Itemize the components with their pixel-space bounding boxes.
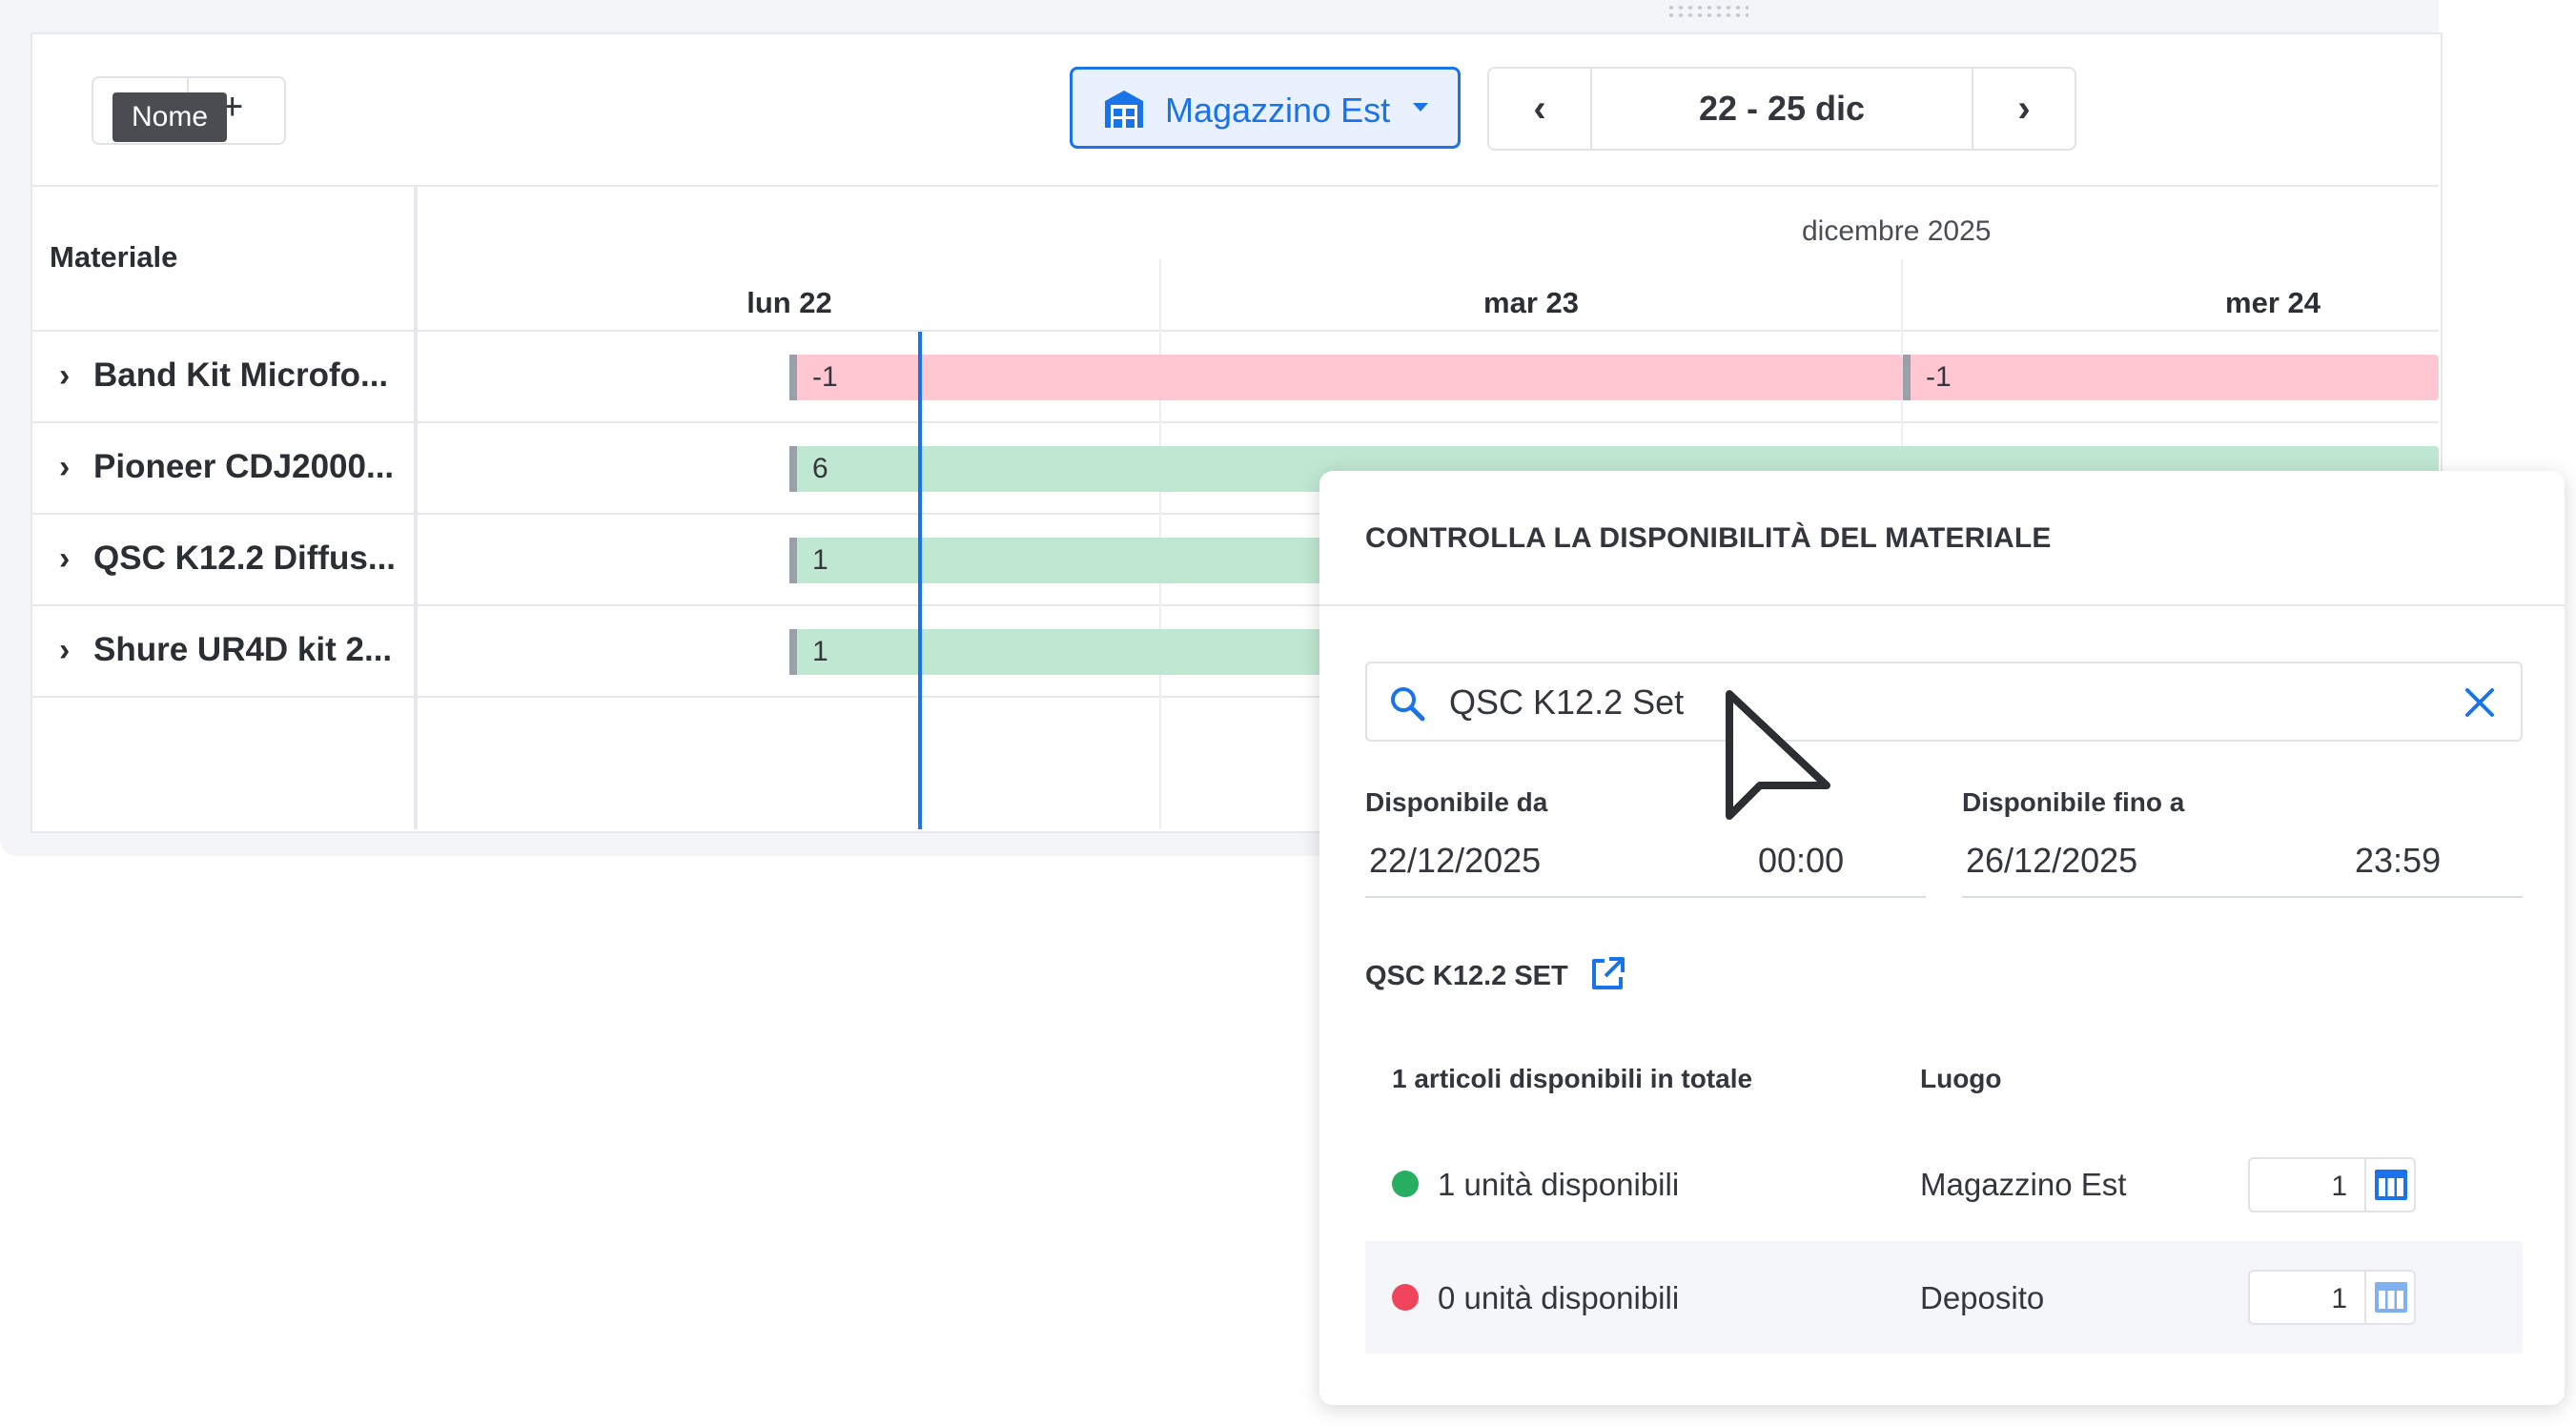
external-link-icon[interactable] — [1588, 955, 1626, 993]
search-input[interactable] — [1449, 679, 2402, 726]
availability-bar[interactable]: -1 — [789, 355, 1903, 400]
divider — [31, 185, 2439, 187]
quantity-value[interactable]: 1 — [2331, 1171, 2347, 1202]
mouse-cursor-icon — [1726, 690, 1830, 820]
divider — [31, 696, 1319, 698]
location-text: Deposito — [1920, 1280, 2045, 1315]
row-label: QSC K12.2 Diffus... — [93, 540, 397, 577]
row-qsc[interactable]: › QSC K12.2 Diffus... — [59, 540, 396, 578]
chevron-right-icon[interactable]: › — [59, 449, 71, 485]
location-select[interactable] — [1070, 67, 1461, 149]
search-icon — [1391, 687, 1425, 722]
availability-bar[interactable]: 1 — [789, 538, 1361, 583]
row-label: Band Kit Microfo... — [93, 356, 389, 394]
availability-text: 1 unità disponibili — [1438, 1167, 1680, 1202]
product-title: QSC K12.2 SET — [1365, 961, 1568, 991]
to-date-field[interactable]: 26/12/2025 — [1966, 841, 2138, 880]
from-label: Disponibile da — [1365, 787, 1548, 817]
divider — [2364, 1159, 2366, 1211]
from-date-field[interactable]: 22/12/2025 — [1369, 841, 1542, 880]
tooltip: Nome — [112, 92, 228, 142]
location-text: Magazzino Est — [1920, 1167, 2127, 1202]
divider — [31, 604, 1319, 606]
caret-down-icon — [1413, 103, 1428, 112]
row-shure[interactable]: › Shure UR4D kit 2... — [59, 631, 392, 669]
nav-divider — [1590, 69, 1592, 149]
today-marker — [918, 332, 922, 829]
location-label: Magazzino Est — [1165, 91, 1391, 130]
field-underline — [1365, 896, 1926, 898]
divider — [31, 330, 2439, 332]
table-view-icon[interactable] — [2374, 1281, 2408, 1314]
availability-text: 0 unità disponibili — [1438, 1280, 1680, 1315]
chevron-right-icon[interactable]: › — [59, 357, 71, 394]
quantity-value[interactable]: 1 — [2331, 1283, 2347, 1314]
status-dot-green — [1392, 1171, 1419, 1197]
chevron-right-icon[interactable]: › — [59, 632, 71, 668]
day-label: mer 24 — [2225, 286, 2320, 319]
date-navigator — [1487, 67, 2076, 151]
divider — [31, 513, 2439, 515]
row-label: Shure UR4D kit 2... — [93, 631, 393, 668]
previous-period-button[interactable]: ‹ — [1533, 88, 1546, 130]
nav-divider — [1972, 69, 1973, 149]
drag-handle-icon[interactable] — [1666, 4, 1748, 19]
availability-bar[interactable]: 1 — [789, 629, 1361, 675]
from-time-field[interactable]: 00:00 — [1758, 841, 1845, 880]
table-header-location: Luogo — [1920, 1064, 2002, 1093]
day-label: lun 22 — [746, 286, 832, 319]
to-time-field[interactable]: 23:59 — [2355, 841, 2442, 880]
row-label: Pioneer CDJ2000... — [93, 448, 395, 485]
date-range-label[interactable]: 22 - 25 dic — [1698, 89, 1866, 128]
table-view-icon[interactable] — [2374, 1169, 2408, 1201]
divider — [1319, 604, 2565, 606]
row-band-kit[interactable]: › Band Kit Microfo... — [59, 356, 388, 395]
availability-bar[interactable]: -1 — [1903, 355, 2439, 400]
row-pioneer[interactable]: › Pioneer CDJ2000... — [59, 448, 394, 486]
divider — [31, 421, 2439, 423]
to-label: Disponibile fino a — [1962, 787, 2185, 817]
field-underline — [1962, 896, 2523, 898]
close-icon[interactable] — [2462, 684, 2498, 721]
divider — [2364, 1272, 2366, 1323]
column-divider — [414, 187, 418, 829]
month-label: dicembre 2025 — [1802, 215, 1992, 247]
day-label: mar 23 — [1483, 286, 1579, 319]
status-dot-red — [1392, 1284, 1419, 1311]
table-header-total: 1 articoli disponibili in totale — [1392, 1064, 1753, 1093]
next-period-button[interactable]: › — [2017, 88, 2031, 130]
warehouse-icon — [1105, 91, 1143, 128]
panel-title: CONTROLLA LA DISPONIBILITÀ DEL MATERIALE — [1365, 522, 2052, 554]
chevron-right-icon[interactable]: › — [59, 540, 71, 577]
column-header-material[interactable]: Materiale — [50, 240, 178, 274]
